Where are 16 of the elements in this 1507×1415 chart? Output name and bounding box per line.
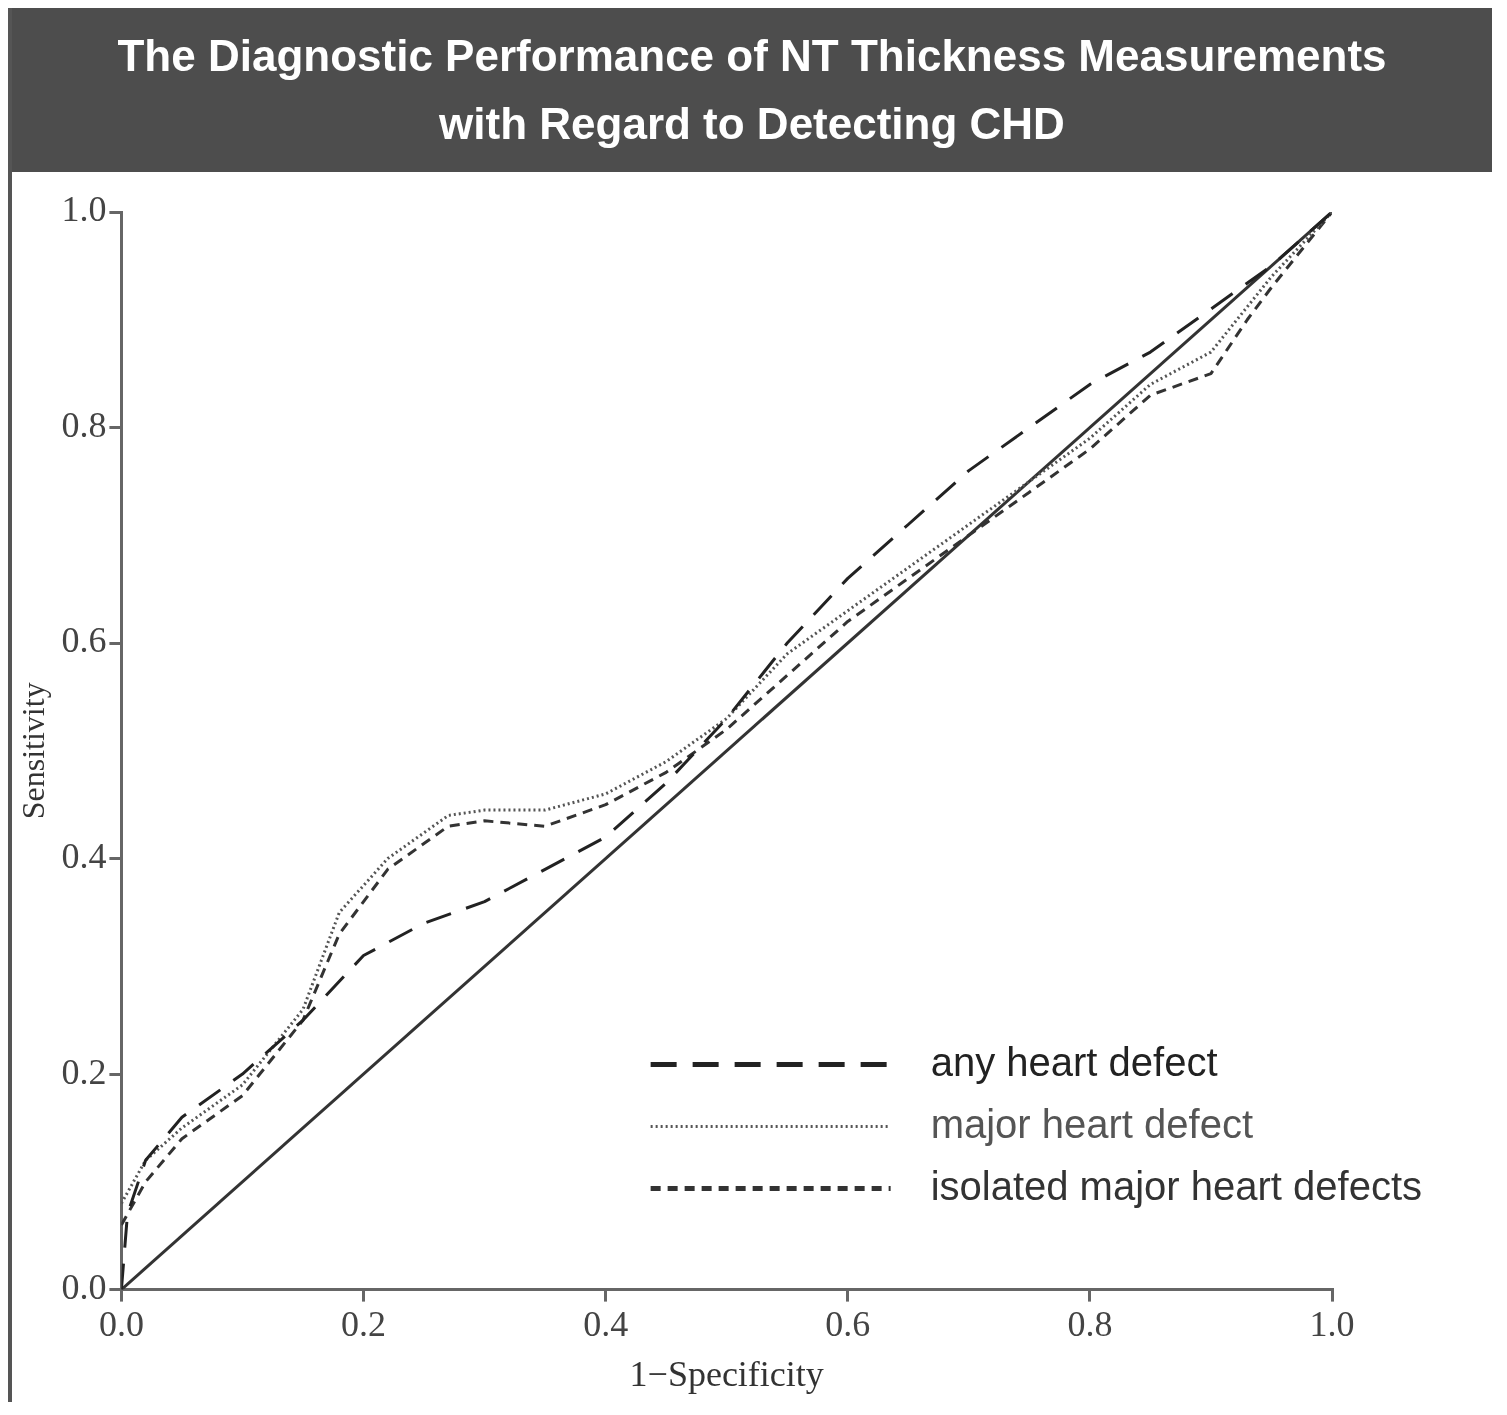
text: major heart defect bbox=[930, 1102, 1254, 1147]
text: any heart defect bbox=[930, 1040, 1218, 1085]
y-tick-label: 0.8 bbox=[61, 405, 107, 446]
y-tick-label: 0.2 bbox=[61, 1051, 107, 1092]
chart-title: The Diagnostic Performance of NT Thickness Measurements with Regard to Detecting CHD bbox=[12, 8, 1492, 173]
x-tick-label: 0.2 bbox=[341, 1304, 387, 1345]
y-tick-label: 1.0 bbox=[61, 189, 107, 230]
y-tick-label: 0.4 bbox=[61, 836, 107, 877]
y-tick-label: 0.6 bbox=[61, 620, 107, 661]
x-axis-title: 1−Specificity bbox=[629, 1354, 824, 1395]
x-tick-label: 0.8 bbox=[1067, 1304, 1113, 1345]
x-tick-label: 0.6 bbox=[825, 1304, 871, 1345]
x-tick-label: 1.0 bbox=[1309, 1304, 1355, 1345]
y-axis-title: Sensitivity bbox=[14, 682, 51, 820]
x-tick-label: 0.4 bbox=[583, 1304, 629, 1345]
text: isolated major heart defects bbox=[930, 1164, 1423, 1209]
